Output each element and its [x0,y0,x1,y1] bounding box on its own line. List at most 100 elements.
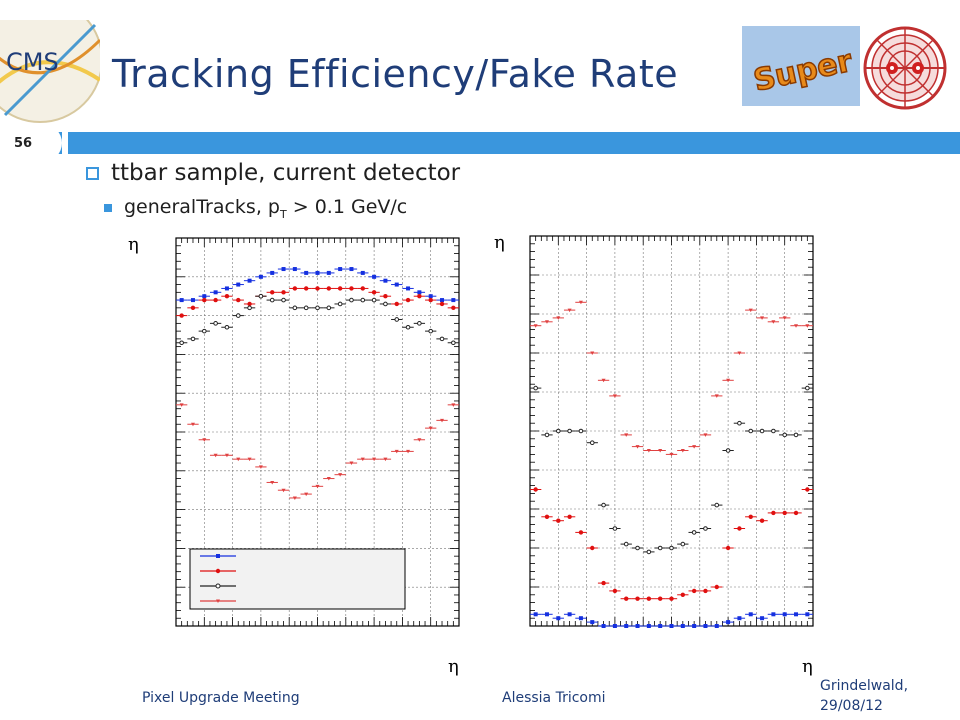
series-2-point [578,428,584,434]
series-0-point [349,267,354,272]
series-0-point [669,624,674,628]
bullet2-subscript: T [279,207,287,221]
series-0-point [406,286,411,291]
header-accent-bar [0,132,960,154]
series-3-point [680,449,685,453]
series-2-point [326,305,332,311]
series-3-point [646,449,651,453]
series-0-point [383,278,388,283]
series-3-point [578,300,583,305]
series-0-point [760,616,765,621]
series-1-point [590,545,595,551]
series-3-point [440,418,445,423]
footer-location-date: Grindelwald, 29/08/12 [820,676,908,716]
series-2-point [405,324,411,330]
series-1-point [213,297,218,303]
series-2-point [737,420,742,426]
series-3-point [406,449,411,454]
series-2-point [556,428,561,434]
series-1-point [371,290,377,295]
series-1-point [556,518,561,523]
series-0-point [292,267,297,272]
series-2-point [533,385,538,391]
series-3-point [360,457,365,462]
series-1-point [405,297,411,303]
legend-marker-1 [215,568,221,574]
series-1-point [224,294,230,299]
series-1-point [349,286,354,291]
series-0-point [440,298,445,303]
series-3-point [372,457,377,462]
series-3-point [590,351,595,355]
series-1-point [646,596,652,601]
series-0-point [567,612,572,617]
series-1-point [691,588,697,594]
series-0-point [714,624,719,628]
y-axis-label-0: η [128,234,139,255]
series-0-point [451,298,456,303]
series-1-point [759,518,765,523]
series-3-point [612,394,617,398]
series-2-point [623,541,629,547]
series-0-point [236,282,241,287]
bullet1-text: ttbar sample, current detector [111,160,461,186]
filled-square-bullet-icon [104,203,112,212]
footer-location: Grindelwald, [820,678,909,694]
series-1-point [714,584,719,590]
series-0-point [590,620,595,625]
series-0-point [658,624,663,628]
series-3-point [236,457,241,462]
series-2-point [224,324,230,330]
series-0-point [805,612,810,617]
y-axis-label-1: η [494,232,505,253]
series-0-point [202,294,207,299]
series-0-point [646,624,651,628]
series-1-point [771,510,776,516]
series-2-point [805,385,810,391]
series-2-point [601,502,606,508]
series-3-point [533,324,538,328]
series-1-point [303,286,309,291]
series-2-point [235,313,241,318]
series-0-point [794,612,799,617]
series-3-point [281,488,286,493]
series-3-point [247,457,252,462]
series-3-point [567,308,572,313]
series-0-point [601,624,606,628]
series-2-point [202,328,207,334]
series-0-point [692,624,697,628]
series-1-point [635,596,640,601]
series-1-point [383,294,388,299]
series-3-point [714,394,719,398]
series-1-point [451,305,456,311]
series-2-point [190,336,196,342]
series-1-point [428,297,433,303]
series-2-point [383,301,388,307]
footer-event: Pixel Upgrade Meeting [142,690,300,706]
series-3-point [304,492,309,497]
series-0-point [315,270,320,275]
series-0-point [635,624,640,628]
series-3-point [202,438,207,442]
series-1-point [782,510,787,516]
series-1-point [657,596,663,601]
series-2-point [247,305,252,311]
series-3-point [805,324,810,328]
series-2-point [428,328,434,334]
series-2-point [179,340,184,346]
series-0-point [247,278,252,283]
series-0-point [748,612,753,617]
series-1-point [236,297,241,303]
series-2-point [315,305,320,311]
series-1-point [793,510,799,516]
series-3-point [417,438,422,442]
series-0-point [372,274,377,279]
legend-marker-0 [216,554,220,558]
series-0-point [703,624,708,628]
series-0-point [624,624,629,628]
series-1-point [337,286,343,291]
bullet-level1: ttbar sample, current detector [86,160,460,186]
series-1-point [612,588,618,594]
series-0-point [179,298,184,303]
